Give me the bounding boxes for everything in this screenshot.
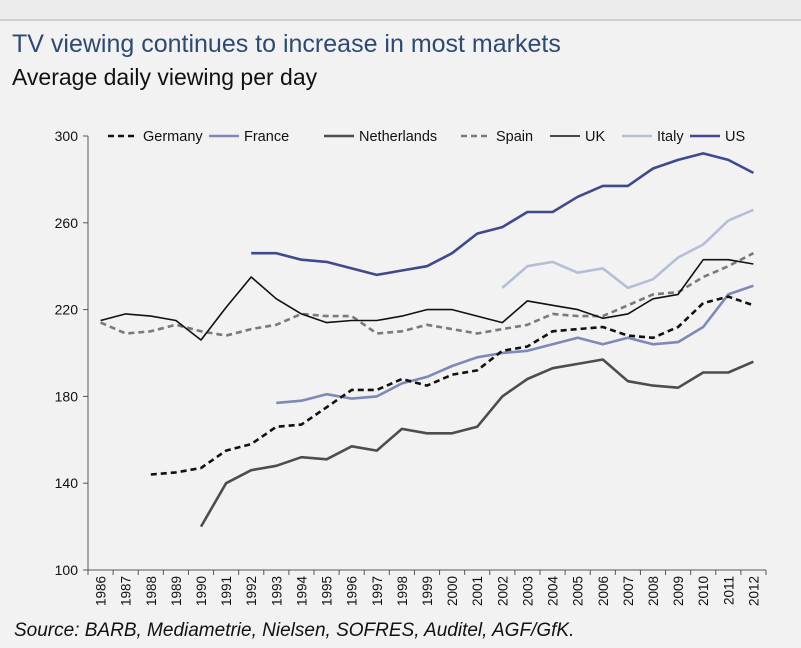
x-tick-label: 1989 xyxy=(169,576,184,606)
legend-item-italy: Italy xyxy=(622,129,684,145)
legend-label: UK xyxy=(585,129,605,145)
y-tick-label: 140 xyxy=(55,475,79,491)
top-bar xyxy=(0,0,801,19)
x-tick-label: 2010 xyxy=(696,576,711,606)
legend-item-france: France xyxy=(209,129,289,145)
y-tick-label: 260 xyxy=(55,215,79,231)
legend-label: Netherlands xyxy=(359,129,437,145)
x-tick-label: 1998 xyxy=(395,576,410,606)
x-tick-label: 2001 xyxy=(470,576,485,606)
top-divider xyxy=(0,19,801,21)
legend-label: Italy xyxy=(657,129,684,145)
legend-item-spain: Spain xyxy=(461,129,533,145)
x-tick-label: 1999 xyxy=(420,576,435,606)
x-tick-label: 2009 xyxy=(671,576,686,606)
x-tick-label: 1995 xyxy=(320,576,335,606)
legend-item-netherlands: Netherlands xyxy=(324,129,437,145)
source-note: Source: BARB, Mediametrie, Nielsen, SOFR… xyxy=(14,620,575,641)
series-line-spain xyxy=(100,252,754,337)
y-tick-label: 180 xyxy=(55,388,79,404)
x-tick-label: 1988 xyxy=(144,576,159,606)
x-tick-label: 1986 xyxy=(94,576,109,606)
x-tick-label: 2000 xyxy=(445,576,460,606)
y-tick-label: 300 xyxy=(55,128,79,144)
y-tick-label: 220 xyxy=(55,302,79,318)
chart-title: TV viewing continues to increase in most… xyxy=(12,30,561,58)
legend-item-us: US xyxy=(690,129,745,145)
chart-legend: Germany France Netherlands Spain UK Italy US xyxy=(108,129,745,145)
x-tick-label: 2007 xyxy=(621,576,636,606)
legend-label: Germany xyxy=(143,129,203,145)
chart-series xyxy=(100,152,754,528)
series-line-france xyxy=(276,284,754,405)
x-tick-label: 1993 xyxy=(269,576,284,606)
line-chart: 100 140 180 220 260 300 1986 1987 1988 1989 1990 19… xyxy=(55,128,767,607)
x-tick-label: 1996 xyxy=(345,576,360,606)
x-tick-label: 2005 xyxy=(571,576,586,606)
x-tick-label: 1997 xyxy=(370,576,385,606)
legend-item-germany: Germany xyxy=(108,129,203,145)
x-tick-label: 1994 xyxy=(294,576,309,607)
series-line-netherlands xyxy=(199,358,754,528)
x-tick-label: 1990 xyxy=(194,576,209,606)
x-tick-label: 1992 xyxy=(244,576,259,606)
legend-label: US xyxy=(725,129,745,145)
series-line-uk xyxy=(100,258,754,341)
series-line-us xyxy=(251,152,754,277)
y-tick-label: 100 xyxy=(55,562,79,578)
legend-label: France xyxy=(244,129,289,145)
legend-item-uk: UK xyxy=(550,129,605,145)
chart-subtitle: Average daily viewing per day xyxy=(12,64,318,90)
chart-axes: 100 140 180 220 260 300 1986 1987 1988 1989 1990 19… xyxy=(55,128,767,607)
series-line-italy xyxy=(501,208,754,290)
x-tick-label: 2012 xyxy=(746,576,761,606)
x-tick-label: 2003 xyxy=(520,576,535,606)
x-tick-label: 2004 xyxy=(546,576,561,607)
legend-label: Spain xyxy=(496,129,533,145)
x-tick-label: 2008 xyxy=(646,576,661,606)
x-tick-label: 1987 xyxy=(119,576,134,606)
x-tick-label: 2002 xyxy=(495,576,510,606)
series-line-germany xyxy=(150,295,754,476)
x-tick-label: 2011 xyxy=(721,576,736,605)
x-tick-label: 1991 xyxy=(219,576,234,606)
x-tick-label: 2006 xyxy=(596,576,611,606)
